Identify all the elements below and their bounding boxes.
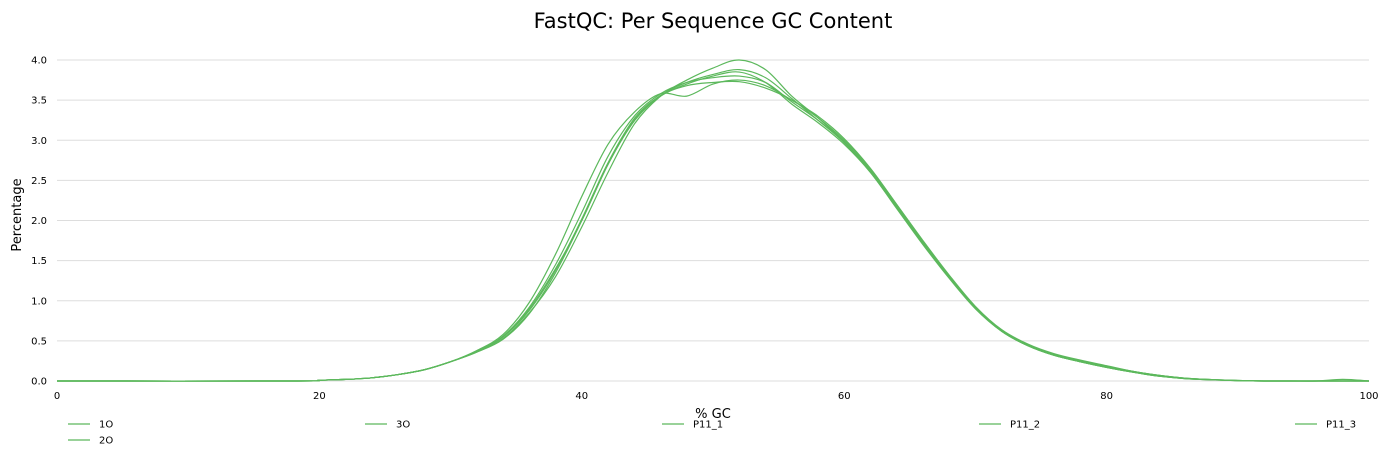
legend-item-p11_3[interactable]: P11_3 [1295,420,1356,431]
legend-label: 2O [99,436,113,447]
legend-label: 1O [99,420,113,431]
y-tick-label: 0.5 [31,336,47,347]
x-tick-label: 60 [838,391,851,402]
series-line-p11_2[interactable] [56,68,1369,382]
legend-item-p11_2[interactable]: P11_2 [979,420,1040,431]
x-tick-label: 80 [1100,391,1113,402]
y-axis-ticks: 0.0 0.5 1.0 1.5 2.0 2.5 3.0 3.5 4.0 [31,56,47,388]
y-axis-title: Percentage [10,178,25,251]
series-line-p11_3[interactable] [56,80,1369,382]
y-tick-label: 3.5 [31,96,47,107]
x-tick-label: 0 [54,391,60,402]
x-tick-label: 100 [1359,391,1378,402]
x-tick-label: 20 [313,391,326,402]
y-tick-label: 1.0 [31,296,47,307]
legend-item-2o[interactable]: 2O [68,436,113,447]
y-tick-label: 2.0 [31,216,47,227]
legend-label: P11_1 [693,420,723,431]
y-tick-label: 4.0 [31,56,47,67]
series-lines [56,59,1370,382]
legend-label: 3O [396,420,410,431]
y-tick-label: 3.0 [31,136,47,147]
x-axis-title: % GC [695,407,731,422]
legend: 1O 2O 3O P11_1 P11_2 P11_3 [68,420,1356,447]
legend-label: P11_3 [1326,420,1356,431]
series-line-2o[interactable] [56,79,1369,382]
legend-item-1o[interactable]: 1O [68,420,113,431]
y-tick-label: 0.0 [31,377,47,388]
series-line-3o[interactable] [56,75,1369,382]
legend-label: P11_2 [1010,420,1040,431]
y-tick-label: 2.5 [31,176,47,187]
y-tick-label: 1.5 [31,256,47,267]
series-line-1o[interactable] [56,71,1369,382]
x-axis-ticks: 0 20 40 60 80 100 [54,391,1379,402]
legend-item-p11_1[interactable]: P11_1 [662,420,723,431]
chart-title: FastQC: Per Sequence GC Content [534,9,893,33]
x-tick-label: 40 [575,391,588,402]
grid-lines [57,59,1369,382]
legend-item-3o[interactable]: 3O [365,420,410,431]
